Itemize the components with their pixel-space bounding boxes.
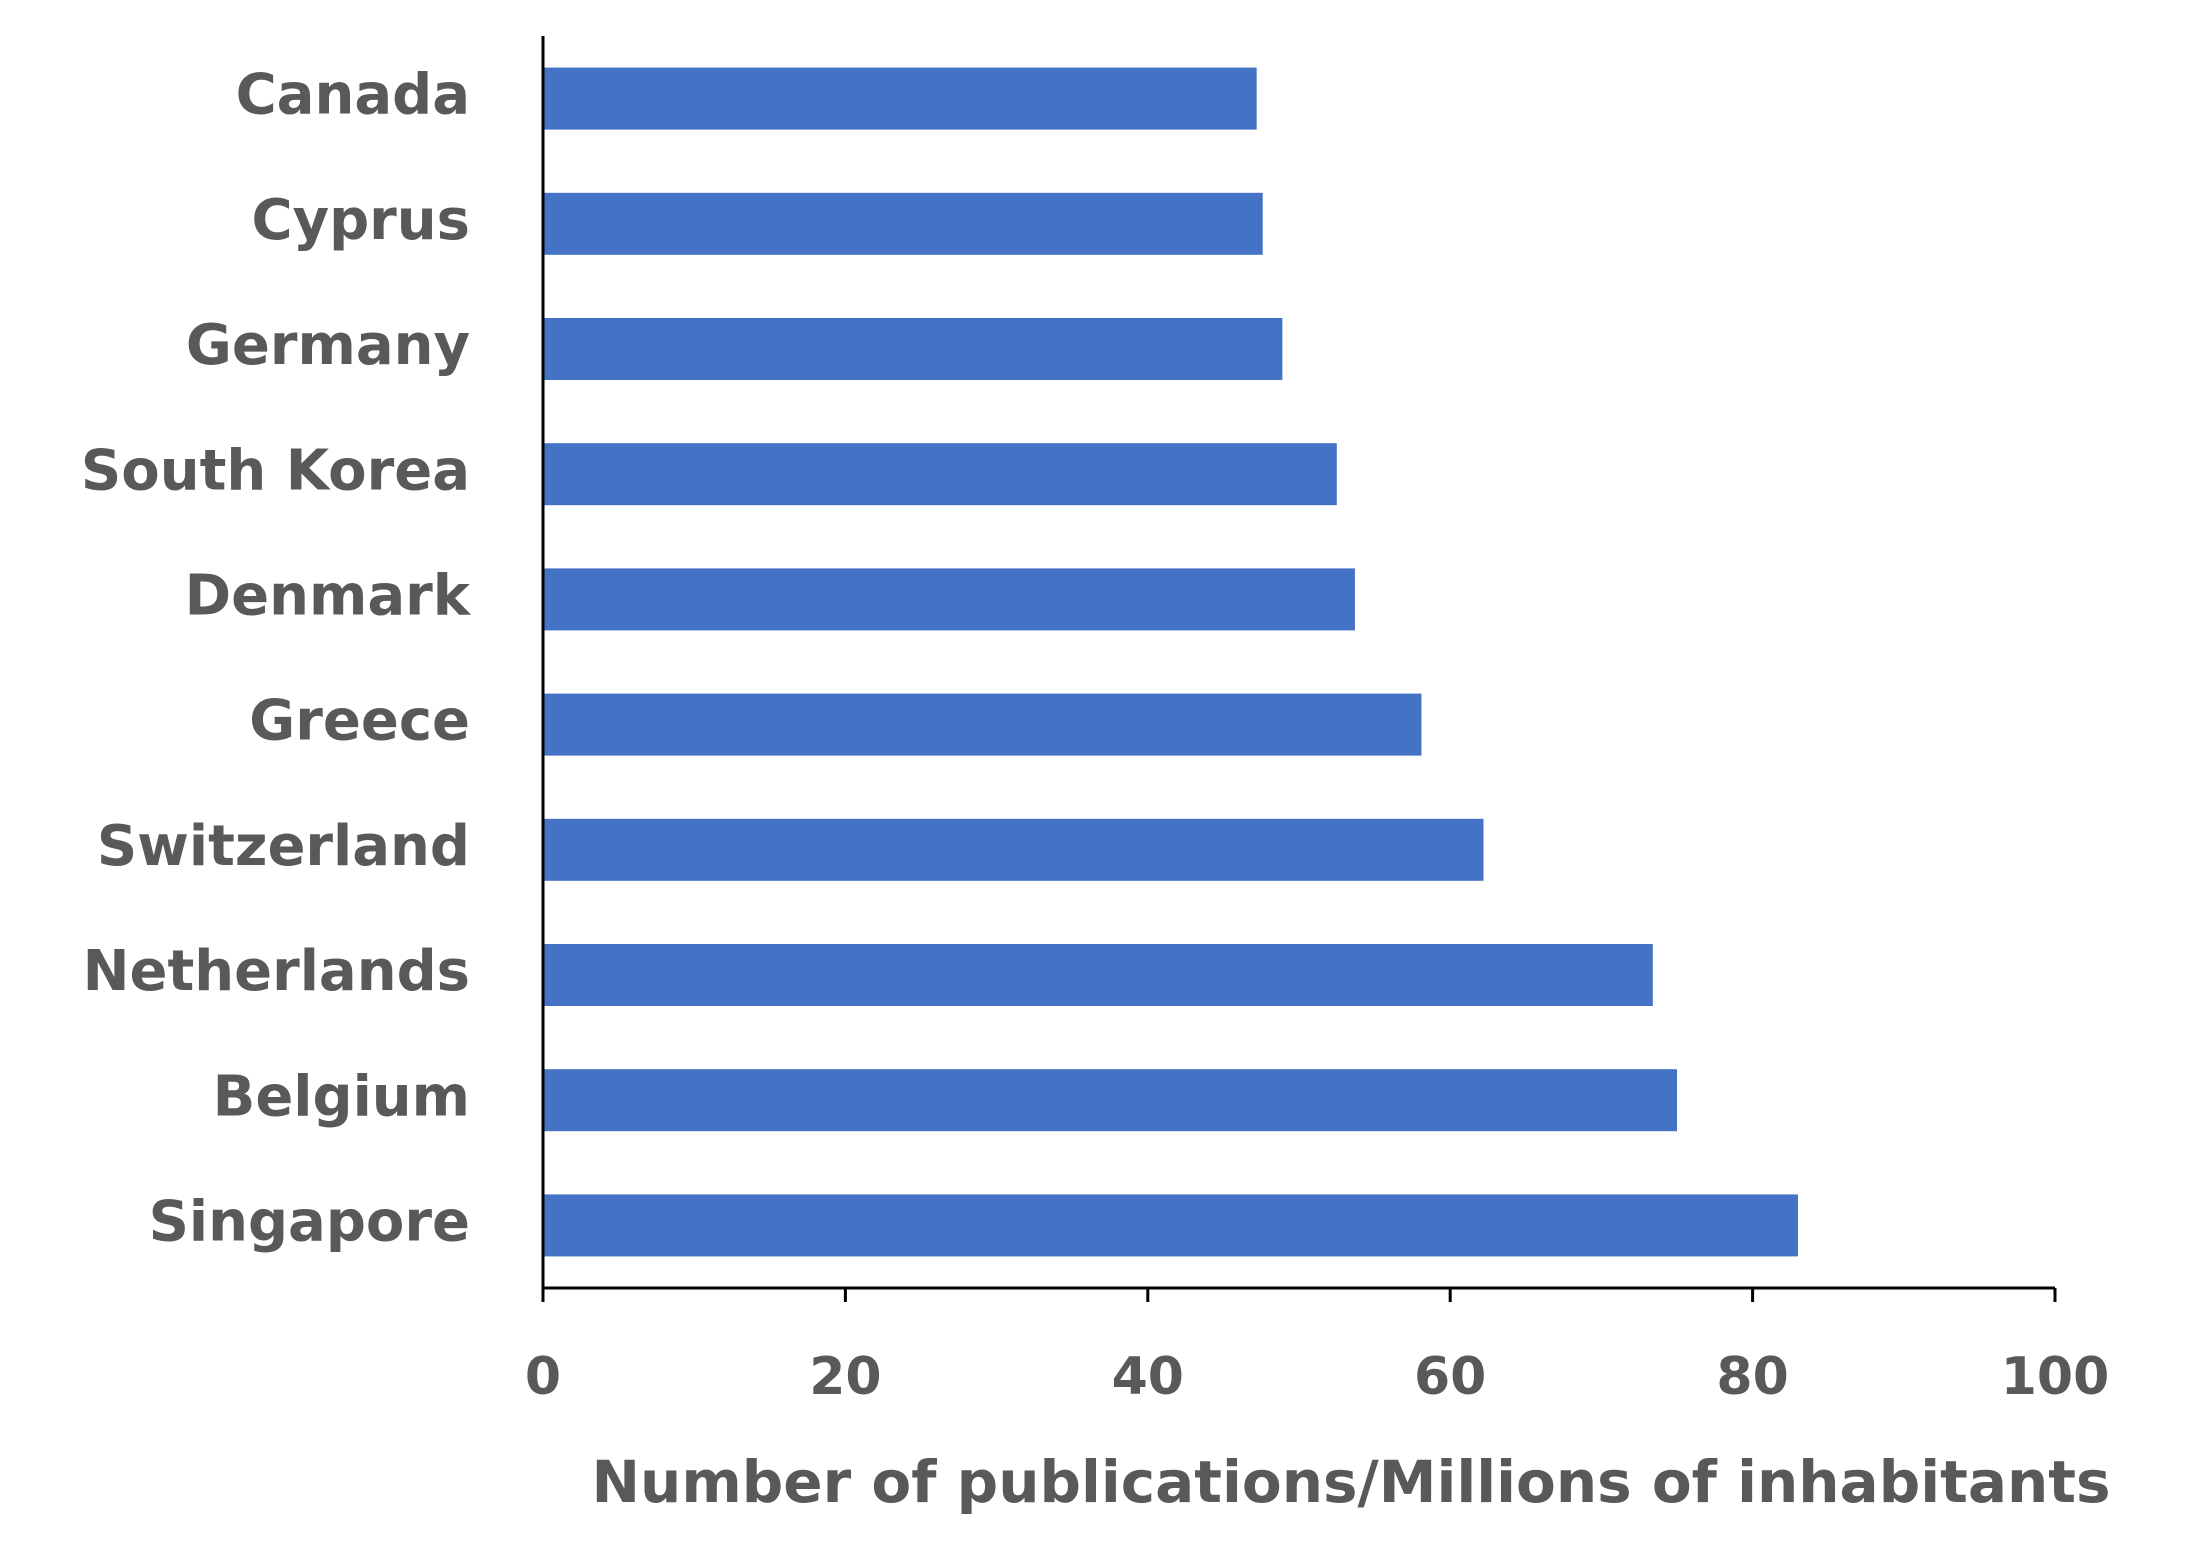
y-tick-label: Greece: [249, 689, 470, 754]
bar: [543, 318, 1283, 380]
y-tick-label: Denmark: [185, 564, 472, 629]
bar: [543, 693, 1422, 756]
y-tick-label: Germany: [186, 313, 470, 378]
bar: [543, 67, 1257, 130]
x-tick-label: 100: [2001, 1347, 2110, 1407]
bar: [543, 944, 1653, 1006]
x-tick-label: 80: [1716, 1347, 1788, 1407]
x-axis-title: Number of publications/Millions of inhab…: [591, 1448, 2110, 1516]
bar: [543, 568, 1355, 631]
x-tick-label: 40: [1112, 1347, 1184, 1407]
y-tick-label: Belgium: [213, 1064, 470, 1129]
y-tick-label: South Korea: [81, 438, 470, 503]
bar: [543, 192, 1263, 255]
bar: [543, 818, 1484, 881]
y-tick-label: Singapore: [149, 1190, 470, 1255]
x-tick-label: 20: [809, 1347, 881, 1407]
y-tick-label: Switzerland: [97, 814, 470, 879]
x-tick-label: 0: [525, 1347, 561, 1407]
x-tick-label: 60: [1414, 1347, 1486, 1407]
y-tick-label: Canada: [236, 63, 470, 128]
y-tick-label: Netherlands: [83, 939, 470, 1004]
bar: [543, 443, 1337, 506]
bar: [543, 1069, 1677, 1132]
bar: [543, 1194, 1798, 1257]
y-tick-label: Cyprus: [251, 188, 470, 253]
